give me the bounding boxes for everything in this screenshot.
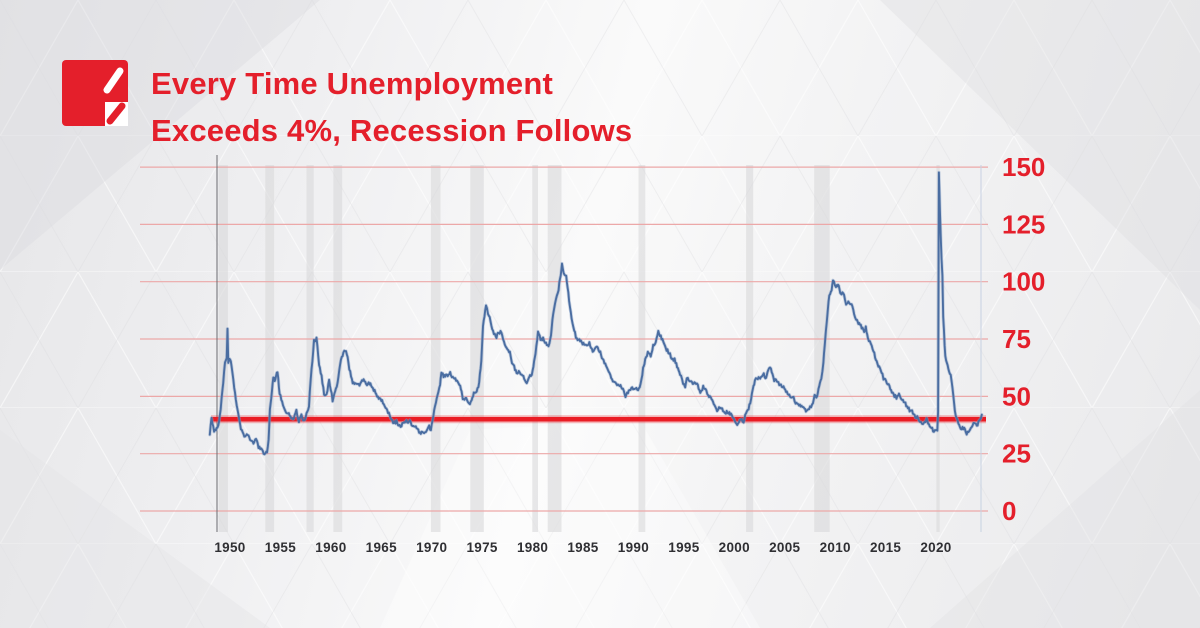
unemployment-line (208, 171, 983, 456)
y-axis-tick-label: 75 (1002, 324, 1031, 354)
header: Every Time Unemployment Exceeds 4%, Reces… (0, 0, 1200, 160)
y-axis-tick-label: 0 (1002, 496, 1016, 526)
x-axis-tick-label: 1960 (315, 540, 346, 555)
x-axis-tick-label: 2005 (769, 540, 800, 555)
y-axis-tick-label: 25 (1002, 439, 1031, 469)
y-axis-tick-label: 150 (1002, 152, 1045, 182)
x-axis-tick-label: 1975 (466, 540, 497, 555)
x-axis-tick-label: 1990 (618, 540, 649, 555)
x-axis-tick-label: 1995 (668, 540, 699, 555)
x-axis-tick-label: 1950 (214, 540, 245, 555)
x-axis-tick-label: 1970 (416, 540, 447, 555)
recession-band (218, 165, 228, 532)
y-axis-tick-label: 50 (1002, 381, 1031, 411)
unemployment-line-halo (208, 170, 984, 456)
recession-band (333, 165, 343, 532)
x-axis-tick-label: 1965 (366, 540, 397, 555)
recession-band (306, 165, 314, 532)
y-axis-tick-label: 100 (1002, 267, 1045, 297)
recession-band (746, 165, 754, 532)
x-axis-tick-label: 2010 (820, 540, 851, 555)
brand-logo (62, 60, 128, 126)
recession-band (470, 165, 484, 532)
x-axis-tick-label: 2000 (719, 540, 750, 555)
facet-top-right (880, 0, 1200, 310)
recession-band (814, 165, 830, 532)
recession-band (638, 165, 646, 532)
recession-band (265, 165, 275, 532)
title-line-1: Every Time Unemployment (151, 66, 553, 101)
title-line-2: Exceeds 4%, Recession Follows (151, 113, 633, 148)
y-axis-tick-label: 125 (1002, 209, 1045, 239)
page-title: Every Time Unemployment Exceeds 4%, Reces… (151, 60, 632, 154)
x-axis-tick-label: 1980 (517, 540, 548, 555)
x-axis-tick-label: 1985 (567, 540, 598, 555)
recession-band (430, 165, 441, 532)
x-axis-tick-label: 2015 (870, 540, 901, 555)
brand-logo-icon (62, 60, 128, 126)
recession-band (547, 165, 562, 532)
x-axis-tick-label: 2020 (920, 540, 951, 555)
facet-bottom-left (0, 430, 270, 628)
x-axis-tick-label: 1955 (265, 540, 296, 555)
facet-bottom-right (930, 390, 1200, 628)
